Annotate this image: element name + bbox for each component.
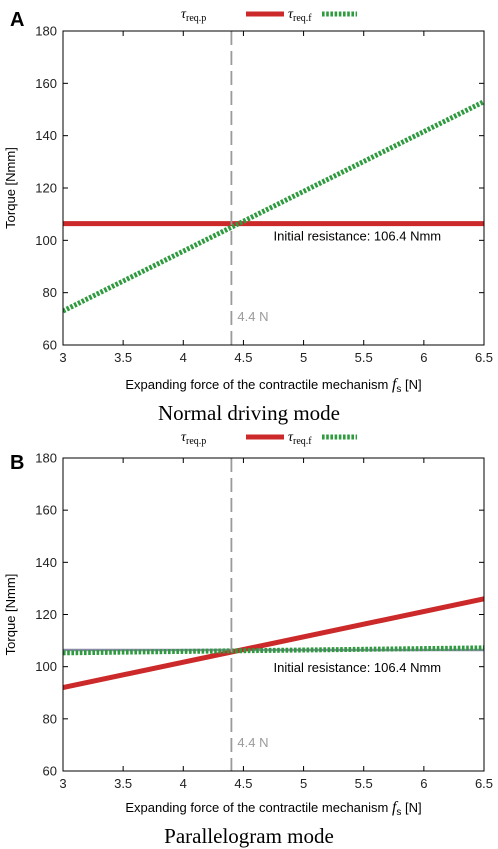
- y-tick-label: 180: [35, 451, 57, 466]
- x-tick-label: 5.5: [355, 776, 373, 791]
- x-axis-label: Expanding force of the contractile mecha…: [125, 799, 421, 818]
- x-axis-label-symbol: f: [392, 376, 399, 393]
- series-line-req-f: [63, 645, 484, 656]
- x-tick-label: 6: [420, 350, 427, 365]
- x-axis-label-unit: [N]: [401, 377, 421, 392]
- legend-subscript: req.f: [293, 13, 312, 24]
- panel-letter: A: [10, 9, 24, 31]
- plot-area: [63, 99, 484, 314]
- y-tick-label: 80: [43, 711, 57, 726]
- legend-symbol: τ: [288, 430, 294, 445]
- plot-frame: [62, 30, 485, 346]
- legend-subscript: req.p: [186, 436, 206, 447]
- x-axis-label-subscript: s: [396, 384, 401, 395]
- x-tick-label: 6.5: [475, 350, 493, 365]
- x-tick-label: 4.5: [234, 776, 252, 791]
- x-tick-label: 3.5: [114, 776, 132, 791]
- legend-label: τreq.f: [288, 7, 312, 24]
- y-tick-label: 160: [35, 76, 57, 91]
- legend-subscript: req.p: [186, 13, 206, 24]
- y-tick-label: 60: [43, 764, 57, 779]
- legend-subscript: req.f: [293, 436, 312, 447]
- legend-label: τreq.f: [288, 430, 312, 447]
- mode-title: Parallelogram mode: [164, 824, 334, 848]
- legend: τreq.p τreq.f: [181, 430, 357, 447]
- legend-symbol: τ: [288, 7, 294, 22]
- panel-letter: B: [10, 452, 24, 474]
- y-tick-label: 100: [35, 659, 57, 674]
- x-axis-label-unit: [N]: [401, 800, 421, 815]
- y-tick-label: 100: [35, 233, 57, 248]
- x-tick-label: 4: [180, 776, 187, 791]
- x-axis-label-subscript: s: [396, 807, 401, 818]
- series-line-req-f: [63, 99, 484, 314]
- x-tick-label: 4: [180, 350, 187, 365]
- x-tick-label: 6: [420, 776, 427, 791]
- annotation-text: Initial resistance: 106.4 Nmm: [274, 660, 442, 675]
- x-axis-label-symbol: f: [392, 799, 399, 816]
- y-axis-label: Torque [Nmm]: [3, 574, 18, 656]
- legend-label: τreq.p: [181, 430, 206, 447]
- x-tick-label: 5: [300, 776, 307, 791]
- legend: τreq.p τreq.f: [181, 7, 357, 24]
- x-tick-label: 6.5: [475, 776, 493, 791]
- y-tick-label: 140: [35, 128, 57, 143]
- y-tick-label: 60: [43, 338, 57, 353]
- vertical-line-label: 4.4 N: [237, 309, 268, 324]
- series-line-req-p: [63, 596, 484, 690]
- x-tick-label: 4.5: [234, 350, 252, 365]
- x-axis-label-text: Expanding force of the contractile mecha…: [125, 377, 392, 392]
- annotation-text: Initial resistance: 106.4 Nmm: [274, 228, 442, 243]
- vertical-line-label: 4.4 N: [237, 735, 268, 750]
- y-tick-label: 160: [35, 503, 57, 518]
- legend-symbol: τ: [181, 430, 187, 445]
- plot-area: [63, 596, 484, 690]
- x-tick-label: 3.5: [114, 350, 132, 365]
- x-tick-label: 5: [300, 350, 307, 365]
- y-tick-label: 180: [35, 24, 57, 39]
- y-tick-label: 120: [35, 181, 57, 196]
- x-tick-label: 5.5: [355, 350, 373, 365]
- legend-symbol: τ: [181, 7, 187, 22]
- x-tick-label: 3: [59, 350, 66, 365]
- x-tick-label: 3: [59, 776, 66, 791]
- x-axis-label-text: Expanding force of the contractile mecha…: [125, 800, 392, 815]
- legend-label: τreq.p: [181, 7, 206, 24]
- y-tick-label: 120: [35, 607, 57, 622]
- y-axis-label: Torque [Nmm]: [3, 147, 18, 229]
- chart-panel-a: A 4.4 N Initial resistance: 106.4 Nmm 3 3.5 4…: [3, 7, 493, 425]
- y-tick-label: 140: [35, 555, 57, 570]
- y-tick-label: 80: [43, 285, 57, 300]
- x-axis-label: Expanding force of the contractile mecha…: [125, 376, 421, 395]
- mode-title: Normal driving mode: [158, 401, 340, 425]
- chart-panel-b: B 4.4 N Initial resistance: 106.4 Nmm 3 3.5 4…: [3, 430, 493, 848]
